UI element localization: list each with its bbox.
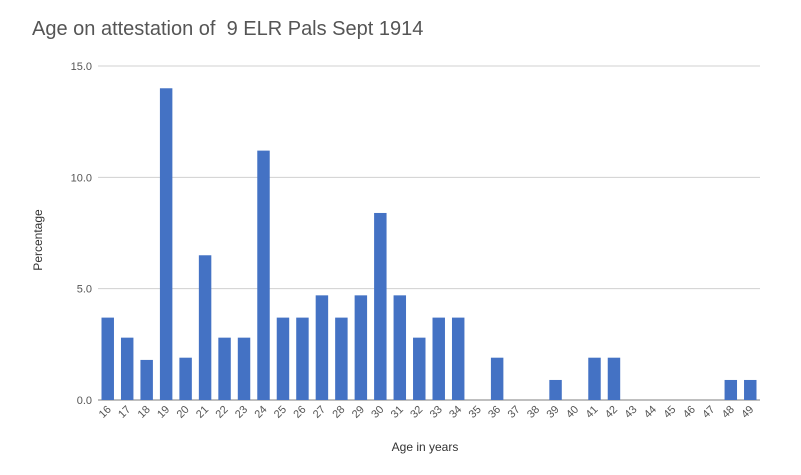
x-tick-label: 41 <box>583 404 600 421</box>
x-tick-label: 40 <box>564 404 581 421</box>
x-tick-label: 17 <box>116 404 133 421</box>
bar-age-32 <box>413 337 426 400</box>
bar-age-16 <box>101 317 114 400</box>
x-tick-label: 24 <box>252 404 269 421</box>
x-tick-label: 38 <box>525 404 542 421</box>
bar-age-39 <box>549 379 562 400</box>
bar-age-48 <box>724 379 738 400</box>
y-tick-label: 0.0 <box>77 395 92 407</box>
x-tick-label: 19 <box>155 404 172 421</box>
bar-age-24 <box>257 150 270 400</box>
x-tick-label: 25 <box>272 404 289 421</box>
x-tick-label: 46 <box>681 404 698 421</box>
x-axis-ticks: 16 17 18 19 20 21 22 23 24 25 26 27 28 29 30 31 32 33 34 35… <box>97 404 757 421</box>
bar-age-23 <box>237 337 251 400</box>
bar-age-18 <box>140 359 153 400</box>
bar-age-25 <box>276 317 290 400</box>
bar-age-31 <box>393 295 407 400</box>
x-tick-label: 23 <box>233 404 250 421</box>
bar-age-27 <box>315 295 329 400</box>
y-tick-label: 10.0 <box>71 172 92 184</box>
x-tick-label: 33 <box>428 404 445 421</box>
bar-age-20 <box>179 357 192 400</box>
x-tick-label: 30 <box>369 404 386 421</box>
bar-age-19 <box>159 88 173 401</box>
bar-age-22 <box>218 337 231 400</box>
x-tick-label: 18 <box>136 404 153 421</box>
chart-title: Age on attestation of 9 ELR Pals Sept 19… <box>32 18 424 40</box>
x-tick-label: 34 <box>447 404 464 421</box>
bar-age-36 <box>490 357 504 400</box>
x-tick-label: 36 <box>486 404 503 421</box>
x-tick-label: 35 <box>467 404 484 421</box>
x-tick-label: 48 <box>720 404 737 421</box>
bar-age-34 <box>451 317 465 400</box>
x-tick-label: 27 <box>311 404 328 421</box>
bar-age-33 <box>432 317 445 400</box>
x-tick-label: 31 <box>389 404 406 421</box>
bar-age-49 <box>744 379 757 400</box>
x-tick-label: 37 <box>506 404 523 421</box>
y-axis-ticks: 0.0 5.0 10.0 15.0 <box>71 61 92 407</box>
bar-age-28 <box>335 317 348 400</box>
x-tick-label: 45 <box>661 404 678 421</box>
bar-age-29 <box>354 295 368 400</box>
x-tick-label: 22 <box>214 404 231 421</box>
x-tick-label: 44 <box>642 404 659 421</box>
y-tick-label: 15.0 <box>71 61 92 73</box>
x-tick-label: 29 <box>350 404 367 421</box>
bars <box>101 88 757 401</box>
bar-age-41 <box>588 357 601 400</box>
x-tick-label: 32 <box>408 404 425 421</box>
bar-age-42 <box>607 357 621 400</box>
y-tick-label: 5.0 <box>77 284 92 296</box>
x-tick-label: 28 <box>330 404 347 421</box>
x-tick-label: 26 <box>291 404 308 421</box>
x-tick-label: 43 <box>622 404 639 421</box>
x-tick-label: 47 <box>700 404 717 421</box>
x-tick-label: 21 <box>194 404 211 421</box>
bar-age-21 <box>198 255 212 400</box>
x-axis-label: Age in years <box>392 440 459 454</box>
y-axis-label: Percentage <box>31 209 45 271</box>
x-tick-label: 39 <box>545 404 562 421</box>
bar-age-17 <box>120 337 134 400</box>
bar-age-30 <box>374 212 387 400</box>
x-tick-label: 42 <box>603 404 620 421</box>
bar-age-26 <box>296 317 309 400</box>
x-tick-label: 49 <box>739 404 756 421</box>
x-tick-label: 16 <box>97 404 114 421</box>
x-tick-label: 20 <box>175 404 192 421</box>
gridlines <box>98 65 760 401</box>
